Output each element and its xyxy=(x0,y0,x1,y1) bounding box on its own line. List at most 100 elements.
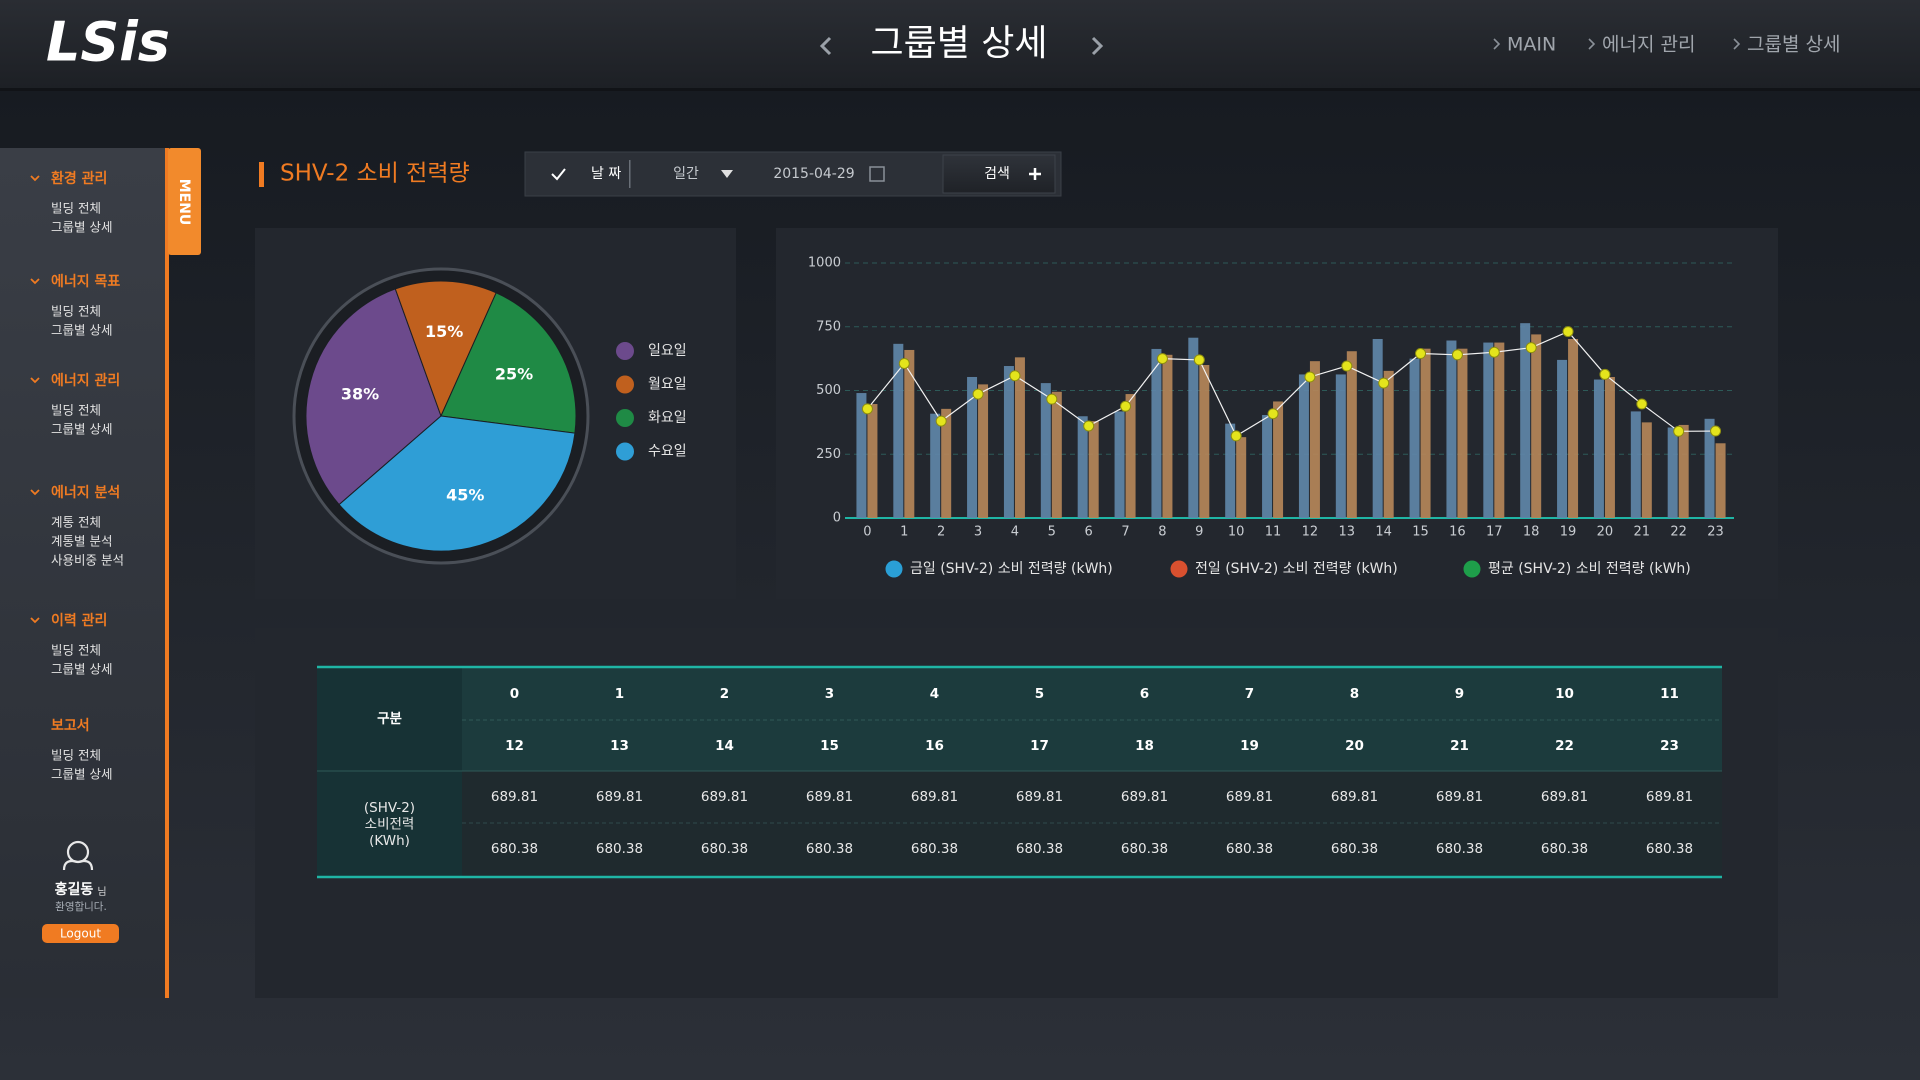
bar xyxy=(1520,323,1531,518)
menu-item[interactable]: 빌딩 전체 xyxy=(51,403,101,418)
pie-slice xyxy=(394,280,497,418)
menu-group[interactable]: 보고서 xyxy=(51,718,90,734)
table-hour: 12 xyxy=(505,738,524,754)
bar xyxy=(1420,348,1431,518)
bar xyxy=(1262,414,1273,518)
bar xyxy=(1641,422,1652,518)
pie-slice xyxy=(305,288,442,506)
search-label[interactable]: 검색 xyxy=(984,166,1010,182)
bar xyxy=(941,408,952,518)
table-cell: 680.38 xyxy=(1646,841,1693,857)
menu-tab[interactable] xyxy=(168,148,201,255)
x-tick-label: 9 xyxy=(1195,525,1203,540)
line-point xyxy=(1415,348,1427,360)
bar xyxy=(1383,370,1394,518)
chevron xyxy=(30,278,40,285)
line-point xyxy=(1009,370,1021,382)
header-shadow xyxy=(0,88,1920,91)
bar xyxy=(1014,357,1025,518)
period-select[interactable]: 일간 xyxy=(673,166,699,182)
line-point xyxy=(1046,393,1058,405)
menu-group[interactable]: 이력 관리 xyxy=(51,612,107,629)
check-icon[interactable] xyxy=(551,168,566,181)
menu-item[interactable]: 계통별 분석 xyxy=(51,534,112,549)
crumb[interactable]: 그룹별 상세 xyxy=(1747,34,1840,56)
menu-item[interactable]: 빌딩 전체 xyxy=(51,748,101,763)
x-tick-label: 6 xyxy=(1085,525,1093,540)
sidebar-border xyxy=(165,148,169,998)
table-cell: 689.81 xyxy=(911,789,958,805)
next-arrow[interactable] xyxy=(1091,36,1104,56)
menu-item[interactable]: 그룹별 상세 xyxy=(51,662,112,677)
x-tick-label: 23 xyxy=(1707,525,1724,540)
menu-group[interactable]: 에너지 관리 xyxy=(51,372,120,389)
bar xyxy=(1125,394,1136,518)
table-label-col xyxy=(317,667,462,877)
table-hour: 9 xyxy=(1455,686,1464,702)
menu-item[interactable]: 그룹별 상세 xyxy=(51,323,112,338)
menu-item[interactable]: 계통 전체 xyxy=(51,515,101,530)
section-marker xyxy=(259,162,264,187)
menu-item[interactable]: 그룹별 상세 xyxy=(51,767,112,782)
menu-item[interactable]: 빌딩 전체 xyxy=(51,643,101,658)
logout-label[interactable]: Logout xyxy=(60,927,101,941)
divider xyxy=(629,160,631,188)
table-hour: 2 xyxy=(720,686,729,702)
x-tick-label: 12 xyxy=(1302,525,1319,540)
bar xyxy=(1003,366,1014,518)
bar xyxy=(1568,338,1579,518)
logout-button[interactable] xyxy=(42,924,119,943)
plus-icon[interactable] xyxy=(1029,168,1041,180)
bar xyxy=(967,376,978,518)
menu-group[interactable]: 에너지 목표 xyxy=(51,274,120,290)
x-tick-label: 17 xyxy=(1486,525,1503,540)
menu-item[interactable]: 그룹별 상세 xyxy=(51,220,112,235)
bar xyxy=(1335,374,1346,518)
pie-label: 25% xyxy=(495,365,533,384)
bar xyxy=(1273,401,1284,518)
dropdown-arrow[interactable] xyxy=(721,170,733,178)
table-hour: 7 xyxy=(1245,686,1254,702)
x-tick-label: 21 xyxy=(1634,525,1651,540)
menu-group[interactable]: 환경 관리 xyxy=(51,170,107,187)
x-tick-label: 11 xyxy=(1265,525,1282,540)
menu-item[interactable]: 빌딩 전체 xyxy=(51,304,101,319)
crumb[interactable]: 에너지 관리 xyxy=(1602,34,1695,56)
x-tick-label: 22 xyxy=(1670,525,1687,540)
line-point xyxy=(1673,425,1685,437)
table-hour: 17 xyxy=(1030,738,1049,754)
legend-swatch xyxy=(1170,560,1188,578)
crumb[interactable]: MAIN xyxy=(1507,34,1556,56)
bar xyxy=(1678,424,1689,518)
date-input[interactable]: 2015-04-29 xyxy=(773,166,854,182)
bar xyxy=(1151,348,1162,518)
table-cell: 680.38 xyxy=(1436,841,1483,857)
x-tick-label: 10 xyxy=(1228,525,1245,540)
menu-tab-label[interactable]: MENU xyxy=(176,179,192,226)
line-point xyxy=(861,403,873,415)
user-suffix: 님 xyxy=(97,886,106,898)
legend-swatch xyxy=(1463,560,1481,578)
menu-item[interactable]: 그룹별 상세 xyxy=(51,422,112,437)
menu-item[interactable]: 사용비중 분석 xyxy=(51,553,124,568)
pie-label: 15% xyxy=(425,322,463,341)
table-body-bg xyxy=(317,771,1722,877)
page-title: 그룹별 상세 xyxy=(870,23,1047,64)
x-tick-label: 15 xyxy=(1412,525,1429,540)
legend-swatch xyxy=(885,560,903,578)
table-hour: 21 xyxy=(1450,738,1469,754)
menu-item[interactable]: 빌딩 전체 xyxy=(51,201,101,216)
prev-arrow[interactable] xyxy=(819,36,832,56)
calendar-icon[interactable] xyxy=(869,166,885,182)
line-point xyxy=(1193,354,1205,366)
line-point xyxy=(1083,420,1095,432)
pie-chart: 38% 일요일 15% 월요일 25% 화요일 45% 수요일 xyxy=(305,280,687,552)
bar xyxy=(1446,340,1457,518)
logo[interactable]: LSis xyxy=(46,11,170,74)
date-label: 날 짜 xyxy=(591,166,621,182)
pie-label: 38% xyxy=(341,384,379,403)
menu-group[interactable]: 에너지 분석 xyxy=(51,485,120,501)
